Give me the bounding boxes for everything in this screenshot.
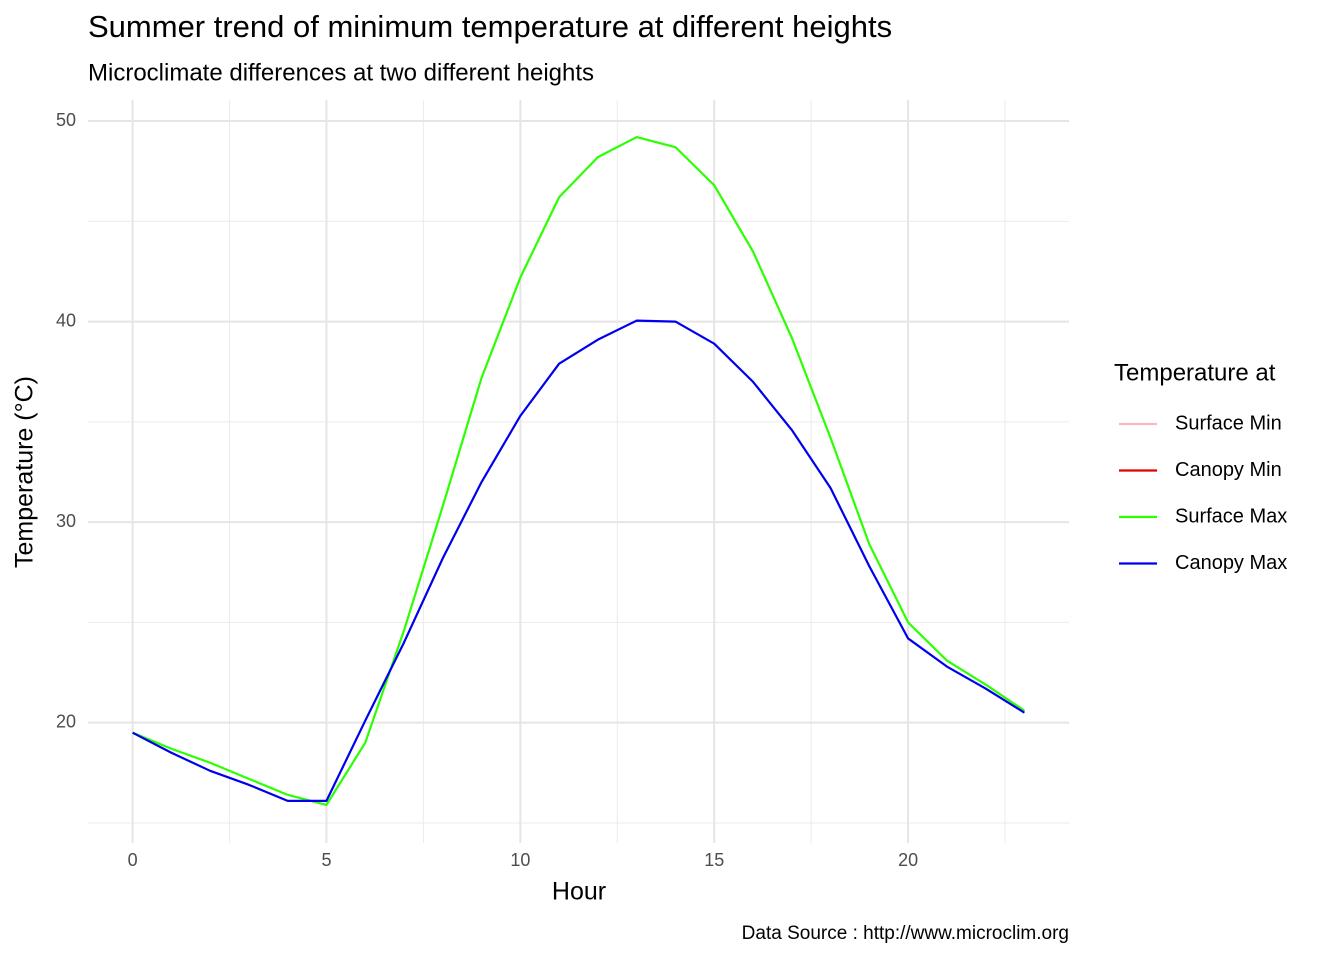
y-tick-label: 40 xyxy=(56,310,76,330)
legend-label: Surface Max xyxy=(1175,505,1287,527)
caption: Data Source : http://www.microclim.org xyxy=(742,923,1069,944)
y-tick-label: 30 xyxy=(56,511,76,531)
x-tick-label: 15 xyxy=(704,850,724,870)
x-tick-label: 10 xyxy=(510,850,530,870)
x-tick-label: 0 xyxy=(128,850,138,870)
y-axis-title: Temperature (°C) xyxy=(11,376,39,568)
x-tick-label: 20 xyxy=(898,850,918,870)
chart-subtitle: Microclimate differences at two differen… xyxy=(88,59,594,86)
x-tick-label: 5 xyxy=(321,850,331,870)
y-tick-label: 20 xyxy=(56,711,76,731)
chart-title: Summer trend of minimum temperature at d… xyxy=(88,9,892,44)
data-line xyxy=(132,319,1025,802)
legend-title: Temperature at xyxy=(1114,359,1276,386)
x-axis-title: Hour xyxy=(552,878,606,906)
data-line xyxy=(132,136,1026,806)
legend-label: Surface Min xyxy=(1175,412,1282,434)
legend-label: Canopy Max xyxy=(1175,552,1287,574)
y-tick-label: 50 xyxy=(56,110,76,130)
legend-label: Canopy Min xyxy=(1175,459,1282,481)
